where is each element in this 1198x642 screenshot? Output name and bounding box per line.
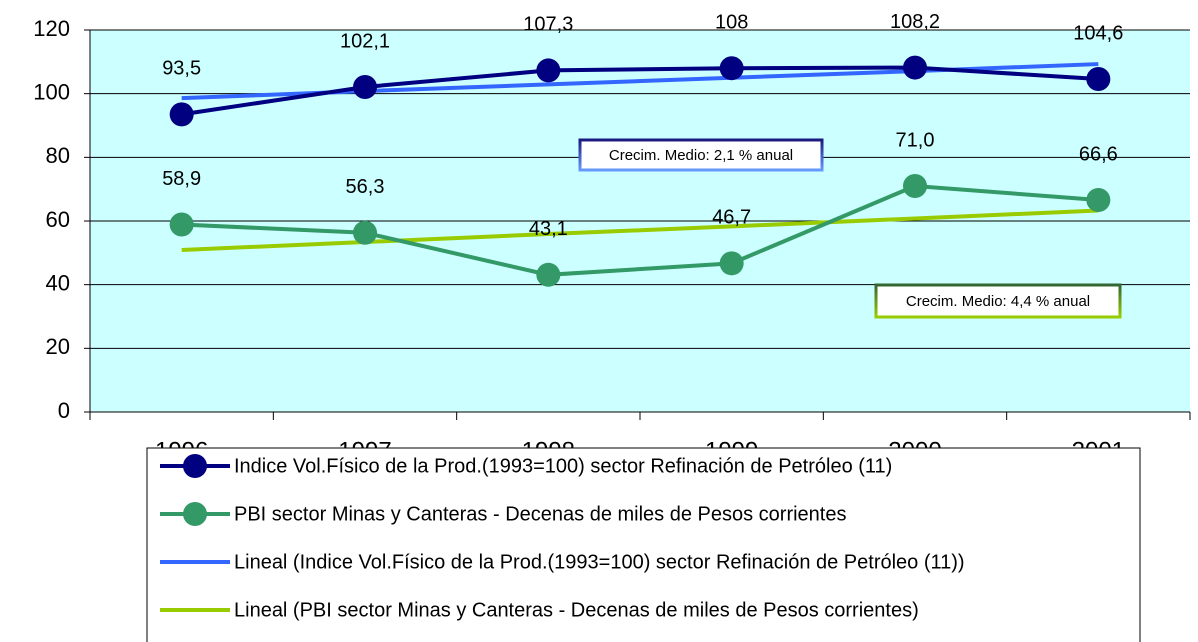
marker: [903, 55, 927, 80]
marker: [1086, 67, 1111, 92]
y-tick-label: 80: [46, 143, 70, 168]
data-label: 107,3: [523, 14, 573, 36]
marker: [719, 251, 744, 276]
marker: [536, 58, 561, 83]
y-tick-label: 100: [33, 79, 70, 104]
series-line: [181, 183, 1099, 277]
legend-label: PBI sector Minas y Canteras - Decenas de…: [234, 503, 846, 525]
data-label: 56,3: [346, 176, 385, 198]
data-label: 102,1: [340, 30, 390, 52]
legend-marker: [183, 454, 207, 478]
y-tick-label: 20: [46, 334, 70, 359]
legend-label: Lineal (Indice Vol.Físico de la Prod.(19…: [234, 551, 965, 573]
data-label: 66,6: [1079, 143, 1118, 165]
marker: [353, 220, 377, 245]
y-tick-label: 60: [46, 207, 70, 232]
marker: [353, 74, 377, 99]
annotation-box: [578, 138, 824, 172]
y-tick-label: 40: [46, 270, 70, 295]
marker: [1086, 187, 1111, 212]
y-tick-label: 120: [33, 16, 70, 41]
data-label: 43,1: [529, 218, 568, 240]
data-label: 46,7: [712, 207, 751, 229]
annotation-box: [874, 283, 1122, 319]
legend-label: Indice Vol.Físico de la Prod.(1993=100) …: [234, 455, 892, 477]
marker: [719, 56, 744, 81]
y-tick-label: 0: [58, 398, 70, 423]
legend-marker: [183, 502, 207, 526]
marker: [536, 262, 561, 287]
series-line: [181, 65, 1099, 117]
marker: [903, 173, 927, 198]
marker: [169, 212, 194, 237]
annotation: Crecim. Medio: 4,4 % anual: [906, 293, 1090, 310]
annotation: Crecim. Medio: 2,1 % anual: [609, 147, 793, 164]
data-label: 93,5: [162, 58, 201, 80]
data-label: 58,9: [162, 168, 201, 190]
data-label: 104,6: [1073, 22, 1123, 44]
data-label: 108: [715, 11, 748, 33]
legend-box: [146, 447, 1141, 642]
legend-label: Lineal (PBI sector Minas y Canteras - De…: [234, 599, 919, 621]
data-label: 108,2: [890, 11, 940, 33]
series-line: [181, 208, 1099, 252]
data-label: 71,0: [896, 129, 935, 151]
marker: [169, 102, 194, 127]
